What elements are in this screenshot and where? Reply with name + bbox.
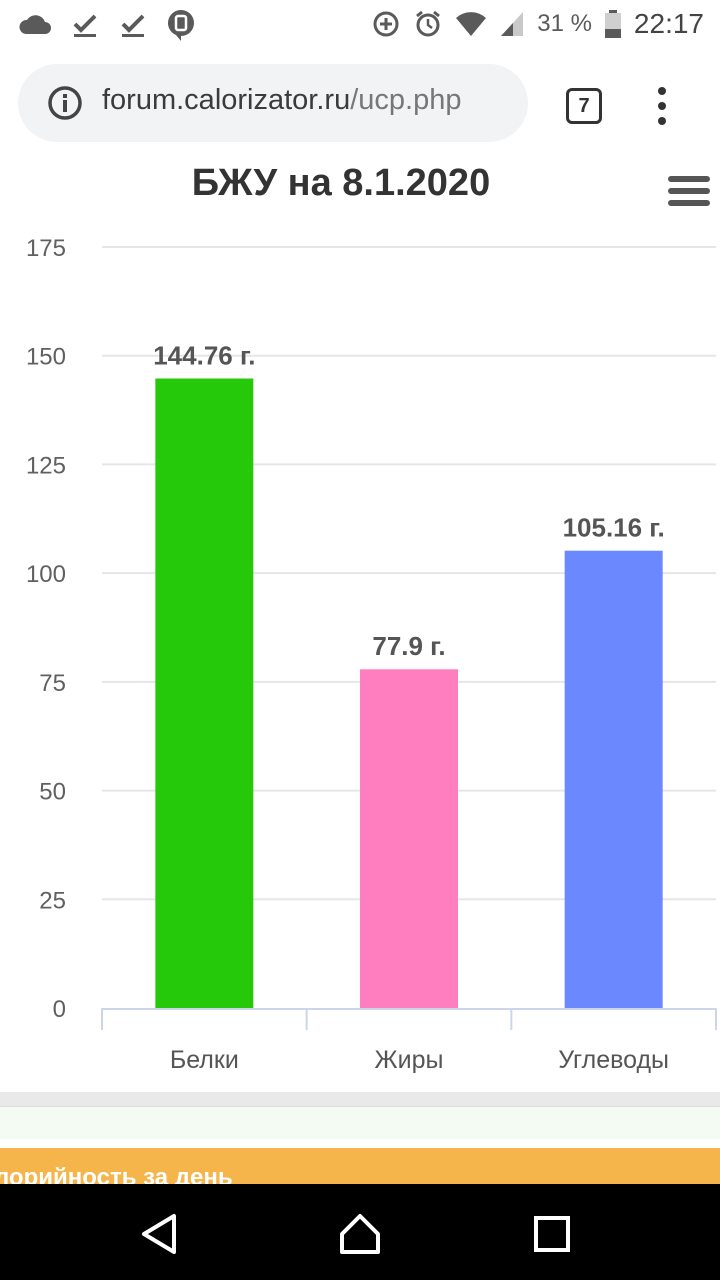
tab-switcher-button[interactable]: 7 (566, 88, 602, 124)
y-tick-label: 175 (26, 235, 66, 262)
address-bar[interactable]: forum.calorizator.ru/ucp.php (18, 64, 528, 142)
download-done-icon (73, 14, 97, 37)
location-badge-icon (168, 10, 194, 41)
navigation-bar (0, 1184, 720, 1280)
recents-icon[interactable] (528, 1210, 576, 1258)
bar (564, 550, 663, 1008)
more-options-icon[interactable] (652, 86, 672, 126)
url-text[interactable]: forum.calorizator.ru/ucp.php (102, 84, 461, 117)
bar (360, 669, 458, 1008)
y-tick-label: 125 (26, 452, 66, 479)
bar-chart: 0 25 50 75 100 125 150 175 144.76 г. Белки 77.9 г.… (26, 235, 717, 1074)
y-tick-label: 150 (26, 344, 66, 371)
chart-container: 0 25 50 75 100 125 150 175 144.76 г. Белки 77.9 г.… (0, 162, 720, 1092)
y-tick-label: 0 (53, 996, 66, 1023)
data-label: 105.16 г. (563, 513, 665, 543)
y-tick-label: 25 (39, 887, 66, 914)
url-path: /ucp.php (350, 84, 462, 116)
y-tick-label: 75 (39, 670, 66, 697)
status-bar: 31 % 22:17 (0, 0, 720, 50)
y-tick-label: 50 (39, 779, 66, 806)
download-done-icon (121, 14, 145, 37)
panel-strip (0, 1106, 720, 1139)
section-divider (0, 1092, 720, 1106)
chart-title: БЖУ на 8.1.2020 (191, 162, 491, 204)
data-label: 144.76 г. (153, 341, 255, 371)
x-tick-label: Белки (170, 1046, 239, 1074)
alarm-icon (416, 10, 441, 37)
signal-icon (501, 12, 524, 36)
clock: 22:17 (633, 8, 704, 39)
url-domain: forum.calorizator.ru (102, 84, 351, 116)
data-saver-icon (373, 11, 399, 37)
x-tick-label: Жиры (375, 1046, 444, 1074)
cloud-icon (19, 15, 51, 34)
bar (155, 378, 254, 1008)
battery-percent: 31 % (537, 10, 592, 37)
tab-count: 7 (578, 95, 590, 117)
battery-icon (604, 10, 621, 38)
browser-toolbar: forum.calorizator.ru/ucp.php 7 (0, 50, 720, 162)
wifi-icon (456, 12, 487, 37)
section-header-title: лорийность за день (0, 1164, 233, 1184)
section-header: лорийность за день (0, 1148, 720, 1184)
x-tick-label: Углеводы (558, 1046, 669, 1074)
y-tick-label: 100 (26, 561, 66, 588)
back-icon[interactable] (136, 1210, 184, 1258)
info-icon[interactable] (46, 84, 84, 122)
data-label: 77.9 г. (372, 631, 445, 661)
home-icon[interactable] (336, 1210, 384, 1258)
chart-menu-icon[interactable] (668, 174, 710, 208)
